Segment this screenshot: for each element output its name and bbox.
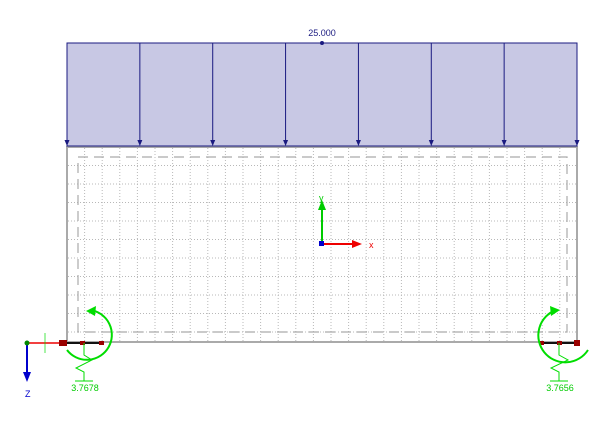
left-support-reaction: 3.7678	[71, 383, 99, 393]
y-axis-label: y	[319, 193, 324, 203]
load-arrow-head	[574, 140, 580, 146]
load-value-label: 25.000	[308, 28, 336, 38]
load-arrow-head	[137, 140, 143, 146]
right-support[interactable]: 3.7656	[537, 306, 589, 393]
load-arrow-head	[355, 140, 361, 146]
load-arrow-head	[64, 140, 70, 146]
load-arrow-head	[428, 140, 434, 146]
z-axis-label: Z	[25, 389, 31, 399]
load-handle	[320, 41, 324, 45]
load-arrow-head	[210, 140, 216, 146]
local-axis-system: y x	[318, 193, 374, 250]
distributed-load[interactable]: 25.000	[64, 28, 580, 147]
right-support-reaction: 3.7656	[546, 383, 574, 393]
x-axis-label: x	[369, 240, 374, 250]
left-support[interactable]: 3.7678	[44, 306, 113, 393]
slab-outline[interactable]	[66, 146, 578, 343]
global-axis-system: Z	[23, 340, 63, 399]
slab-inner-boundary	[77, 156, 568, 333]
load-arrow-head	[283, 140, 289, 146]
load-area	[66, 42, 578, 147]
load-arrow-head	[501, 140, 507, 146]
